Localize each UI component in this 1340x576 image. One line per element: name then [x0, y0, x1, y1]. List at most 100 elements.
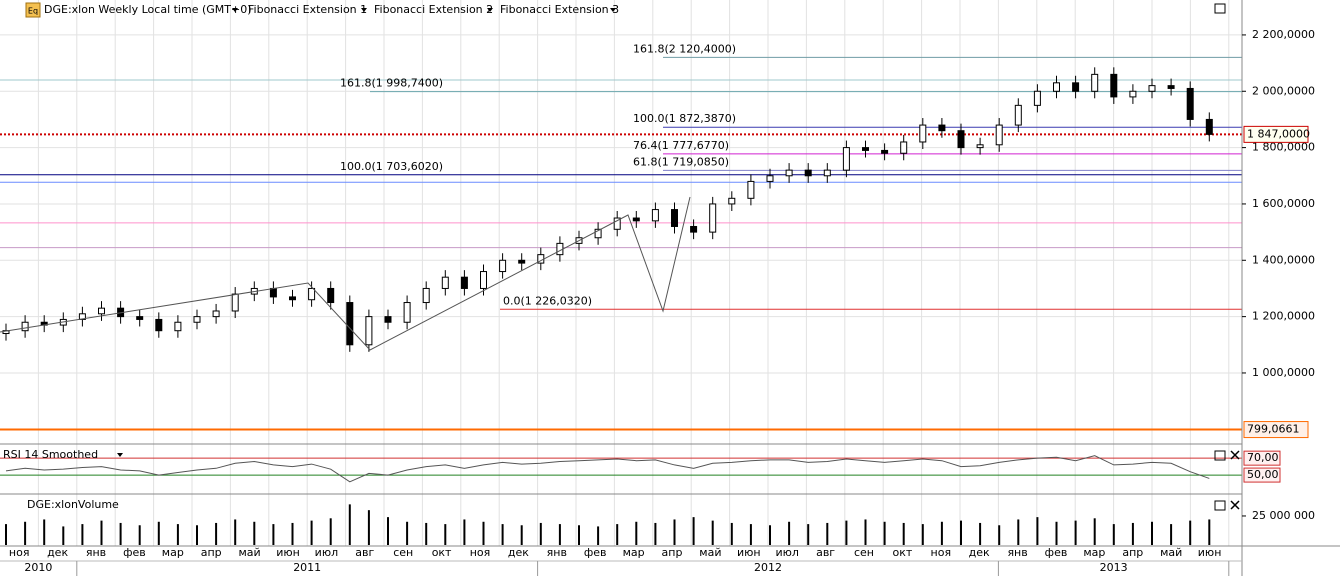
candle-body	[842, 147, 850, 171]
candle-body	[957, 130, 965, 149]
maximize-button[interactable]	[1214, 3, 1226, 14]
candle-body	[976, 144, 984, 149]
fib-level-label: 0.0(1 226,0320)	[503, 294, 592, 307]
month-label: янв	[1007, 546, 1027, 559]
fib-level-label: 100.0(1 872,3870)	[633, 112, 736, 125]
candle-body	[671, 209, 678, 227]
candle-body	[384, 316, 392, 323]
candle-body	[690, 225, 698, 233]
candle-body	[193, 316, 201, 323]
year-label: 2010	[24, 561, 52, 574]
month-label: май	[699, 546, 721, 559]
month-label: ноя	[470, 546, 491, 559]
candle-body	[594, 228, 602, 239]
candle-body	[728, 197, 736, 205]
candle-body	[709, 203, 717, 233]
month-label: дек	[969, 546, 990, 559]
maximize-button[interactable]	[1214, 450, 1226, 461]
rsi-tick-label: 70,00	[1247, 451, 1279, 464]
month-label: июл	[315, 546, 338, 559]
candle-body	[480, 271, 487, 289]
last-price-label: 1 847,0000	[1247, 127, 1310, 140]
fib-level-label: 161.8(1 998,7400)	[340, 77, 443, 90]
symbol-icon-text: Eq	[28, 7, 38, 16]
candle-body	[365, 316, 373, 346]
y-tick-label: 1 400,0000	[1252, 253, 1315, 266]
candle-body	[136, 316, 144, 320]
candle-body	[900, 141, 908, 154]
maximize-button[interactable]	[1214, 500, 1226, 511]
candle-body	[1205, 118, 1213, 135]
month-label: июн	[276, 546, 300, 559]
year-label: 2011	[293, 561, 321, 574]
month-label: мар	[1083, 546, 1105, 559]
candle-body	[747, 180, 755, 199]
month-label: май	[238, 546, 260, 559]
volume-tick-label: 25 000 000	[1252, 509, 1315, 522]
candle-body	[422, 287, 430, 304]
month-label: мар	[162, 546, 184, 559]
month-label: май	[1160, 546, 1182, 559]
symbol-title[interactable]: DGE:xlon Weekly Local time (GMT+0)	[44, 3, 252, 16]
month-label: авг	[355, 546, 374, 559]
support-label: 799,0661	[1247, 423, 1300, 436]
axes: ноя дек янв фев мар апр май июн июл авг сен окт ноя д…	[9, 28, 1315, 576]
month-label: окт	[432, 546, 452, 559]
month-label: дек	[47, 546, 68, 559]
candle-body	[460, 276, 468, 289]
symbol-icon[interactable]	[25, 2, 41, 18]
month-label: фев	[123, 546, 146, 559]
month-label: июн	[1198, 546, 1222, 559]
support-box	[1243, 421, 1309, 439]
month-label: фев	[1045, 546, 1068, 559]
y-tick-label: 1 600,0000	[1252, 197, 1315, 210]
y-tick-label: 1 200,0000	[1252, 310, 1315, 323]
month-label: апр	[201, 546, 222, 559]
candle-body	[155, 318, 163, 332]
candle-body	[308, 287, 316, 301]
candle-body	[78, 313, 86, 320]
candle-body	[174, 321, 182, 332]
month-label: янв	[86, 546, 106, 559]
candle-body	[327, 287, 335, 304]
candle-body	[1129, 90, 1137, 98]
study-label[interactable]: Fibonacci Extension 3	[500, 3, 619, 16]
candle-body	[995, 124, 1003, 146]
candle-body	[403, 302, 411, 323]
study-label[interactable]: Fibonacci Extension 2	[374, 3, 493, 16]
rsi-tick-label: 50,00	[1247, 468, 1279, 481]
fib-level-label: 61.8(1 719,0850)	[633, 155, 729, 168]
candle-body	[98, 307, 105, 315]
candle-body	[766, 175, 774, 182]
volume-title: DGE:xlonVolume	[27, 498, 119, 511]
dropdown-arrow[interactable]	[117, 453, 123, 457]
rsi-tick-box	[1243, 467, 1281, 483]
candle-body	[518, 259, 526, 264]
candle-body	[269, 287, 277, 298]
month-label: янв	[547, 546, 567, 559]
candle-body	[651, 209, 659, 222]
candle-body	[1091, 73, 1099, 92]
candle-body	[1053, 82, 1060, 92]
month-label: ноя	[9, 546, 30, 559]
rsi-title[interactable]: RSI 14 Smoothed	[3, 448, 98, 461]
month-label: фев	[584, 546, 607, 559]
candle-body	[1033, 90, 1041, 106]
candle-body	[1167, 85, 1175, 89]
close-button[interactable]	[1230, 450, 1240, 460]
candle-body	[862, 147, 869, 151]
month-label: апр	[662, 546, 683, 559]
month-label: дек	[508, 546, 529, 559]
month-label: сен	[854, 546, 874, 559]
y-tick-label: 2 000,0000	[1252, 84, 1315, 97]
candle-body	[231, 293, 239, 312]
candle-body	[1148, 85, 1156, 92]
study-label[interactable]: Fibonacci Extension 1	[248, 3, 367, 16]
candle-body	[346, 302, 354, 346]
candle-body	[919, 124, 927, 143]
close-button[interactable]	[1230, 500, 1240, 510]
rsi-tick-box	[1243, 450, 1281, 466]
month-label: ноя	[931, 546, 952, 559]
month-label: апр	[1122, 546, 1143, 559]
